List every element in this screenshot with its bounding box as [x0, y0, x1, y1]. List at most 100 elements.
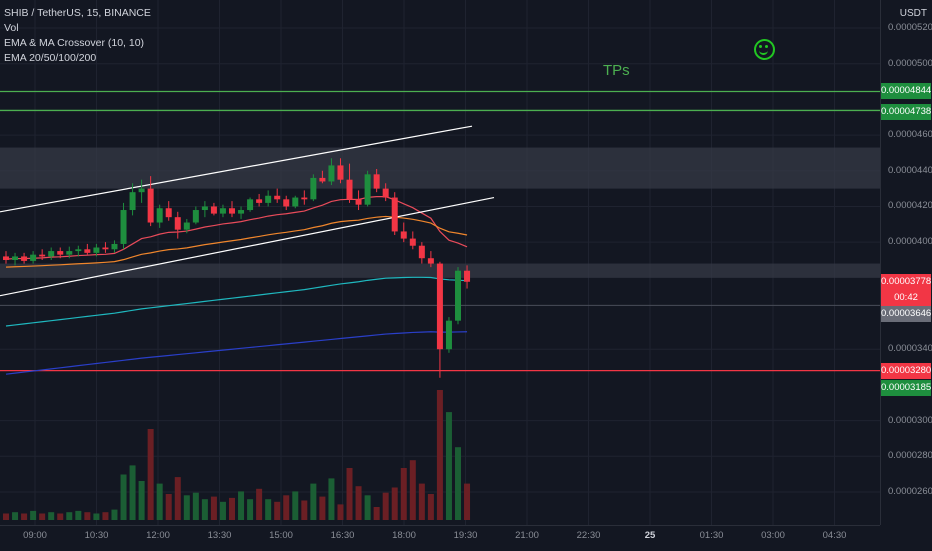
time-tick-label: 01:30 — [699, 530, 724, 541]
price-axis[interactable]: USDT — [880, 0, 932, 525]
bar-countdown-tag: 00:42 — [881, 290, 931, 306]
volume-bar — [165, 494, 172, 520]
time-tick-label: 10:30 — [84, 530, 109, 541]
volume-bar — [192, 492, 199, 520]
volume-bar — [364, 495, 371, 520]
volume-bar — [373, 507, 380, 520]
time-tick-label: 25 — [644, 530, 656, 541]
volume-bar — [455, 447, 461, 520]
candle-body — [147, 188, 154, 223]
candle-body — [120, 210, 127, 244]
indicator-ema-200 — [5, 331, 468, 375]
time-tick-label: 15:00 — [269, 530, 293, 541]
volume-bar — [39, 513, 46, 520]
candle-body — [436, 263, 443, 350]
candle-body — [156, 208, 163, 223]
candle-body — [373, 174, 380, 189]
candle-body — [129, 192, 136, 211]
candle-body — [39, 254, 46, 257]
candle-body — [138, 188, 145, 193]
symbol-title[interactable]: SHIB / TetherUS, 15, BINANCE — [4, 7, 151, 19]
candle-body — [382, 188, 389, 198]
candle-body — [48, 251, 55, 257]
volume-bar — [418, 483, 425, 520]
volume-bar — [84, 512, 91, 520]
volume-bar — [292, 491, 299, 520]
candle-body — [247, 199, 254, 211]
ma-price-tag: 0.00003646 — [881, 306, 931, 322]
time-tick-label: 18:00 — [392, 530, 416, 541]
candle-body — [210, 206, 217, 214]
tp2-price-tag: 0.00004738 — [881, 104, 931, 120]
tp1-price-tag: 0.00004844 — [881, 83, 931, 99]
volume-bar — [156, 483, 163, 520]
volume-bar — [355, 486, 362, 520]
volume-indicator-label[interactable]: Vol — [4, 22, 19, 34]
volume-bar — [30, 510, 37, 520]
currency-label[interactable]: USDT — [899, 8, 927, 19]
tp-label: TPs — [603, 62, 630, 79]
volume-bar — [265, 499, 272, 520]
volume-bar — [427, 494, 434, 520]
candle-body — [292, 197, 299, 207]
volume-bar — [183, 495, 190, 520]
candle-body — [192, 210, 199, 223]
volume-bar — [310, 483, 317, 520]
indicator-ema-100 — [5, 276, 468, 327]
candle-body — [427, 258, 434, 264]
volume-bar — [445, 412, 452, 520]
volume-bar — [436, 390, 443, 520]
candle-body — [238, 210, 245, 214]
volume-bar — [174, 477, 181, 520]
price-chart[interactable] — [0, 0, 880, 525]
candle-body — [310, 177, 317, 200]
volume-bar — [391, 487, 398, 520]
candle-body — [283, 199, 290, 207]
candle-body — [391, 197, 398, 232]
candle-body — [256, 199, 263, 203]
volume-bar — [256, 488, 263, 520]
stop-price-tag: 0.00003280 — [881, 363, 931, 379]
channel-upper-line — [0, 125, 473, 213]
volume-bar — [400, 468, 407, 520]
volume-bar — [301, 500, 308, 520]
ema-ma-crossover-label[interactable]: EMA & MA Crossover (10, 10) — [4, 37, 145, 49]
smiley-face-icon — [754, 39, 775, 60]
ema-multi-label[interactable]: EMA 20/50/100/200 — [4, 52, 97, 64]
time-tick-label: 19:30 — [453, 530, 478, 541]
volume-bar — [21, 513, 28, 520]
candle-body — [174, 217, 181, 230]
volume-bar — [382, 492, 389, 520]
candle-body — [274, 195, 281, 200]
time-tick-label: 16:30 — [330, 530, 355, 541]
volume-bar — [12, 512, 19, 520]
low-price-tag: 0.00003185 — [881, 380, 931, 396]
volume-bar — [93, 513, 100, 520]
volume-bar — [409, 460, 416, 520]
support-resistance-zone — [0, 147, 880, 189]
volume-bar — [48, 512, 55, 520]
time-tick-label: 22:30 — [576, 530, 601, 541]
candle-body — [165, 208, 172, 218]
candle-body — [183, 222, 190, 230]
candle-body — [400, 231, 407, 239]
volume-bar — [464, 483, 471, 520]
candle-body — [12, 256, 19, 260]
time-tick-label: 12:00 — [146, 530, 170, 541]
volume-bar — [319, 496, 326, 520]
candle-body — [319, 177, 326, 182]
volume-bar — [111, 509, 118, 520]
candle-body — [445, 320, 452, 350]
volume-bar — [328, 478, 335, 520]
candle-body — [201, 206, 208, 211]
time-axis[interactable] — [0, 525, 880, 551]
candle-body — [229, 208, 235, 214]
volume-bar — [75, 510, 82, 520]
time-tick-label: 04:30 — [822, 530, 847, 541]
time-tick-label: 03:00 — [761, 530, 785, 541]
volume-bar — [337, 504, 344, 520]
